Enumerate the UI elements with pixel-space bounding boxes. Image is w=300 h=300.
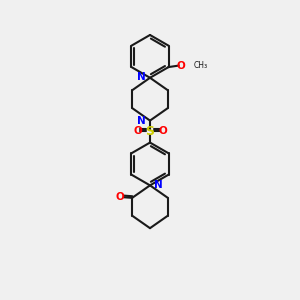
Text: CH₃: CH₃ [194, 61, 208, 70]
Text: O: O [177, 61, 185, 70]
Text: N: N [137, 116, 146, 126]
Text: S: S [146, 125, 154, 138]
Text: O: O [116, 192, 125, 202]
Text: N: N [137, 72, 146, 82]
Text: N: N [154, 180, 163, 190]
Text: O: O [158, 126, 167, 136]
Text: O: O [133, 126, 142, 136]
